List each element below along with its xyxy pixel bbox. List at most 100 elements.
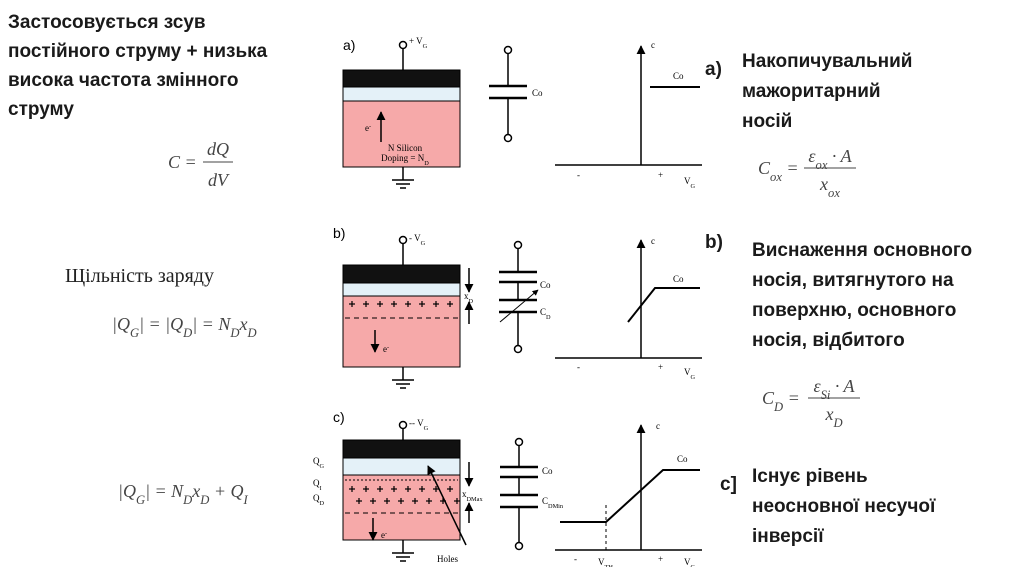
intro-text: Застосовується зсув xyxy=(8,12,206,33)
text-part: ox xyxy=(770,170,782,184)
text-part: - xyxy=(387,344,389,351)
cap-label: Co xyxy=(540,280,551,290)
explanation-label: a) xyxy=(705,59,722,80)
intro-text: висока частота змінного xyxy=(8,70,239,91)
terminal xyxy=(516,439,523,446)
text-part: D xyxy=(832,416,842,430)
text-part: D xyxy=(424,160,429,167)
panel-label: a) xyxy=(343,37,355,53)
text-part: x xyxy=(191,481,200,501)
axis-label: VTH xyxy=(598,557,613,567)
axis-label: c xyxy=(651,236,655,246)
text-part: |Q xyxy=(118,481,136,501)
text-part: |Q xyxy=(112,314,130,334)
text-part: I xyxy=(243,493,249,507)
text-part: x xyxy=(238,314,247,334)
text-part: x xyxy=(824,404,833,424)
text-part: G xyxy=(320,463,325,470)
text-part: - V xyxy=(409,233,421,243)
gate-label: + VG xyxy=(409,36,428,50)
formula: |QG| = NDxD + QI xyxy=(118,481,249,507)
terminal xyxy=(505,47,512,54)
axis-label: VG xyxy=(684,367,696,381)
cap-label: CDMin xyxy=(542,496,564,510)
text-part: | = N xyxy=(145,481,184,501)
formula: CD = xyxy=(762,388,800,414)
text-part: - xyxy=(385,530,387,537)
terminal xyxy=(400,422,407,429)
gate-metal xyxy=(343,440,460,458)
text-part: = xyxy=(783,388,800,408)
explanation-text: поверхню, основного xyxy=(752,300,956,321)
slide: Застосовується зсув постійного струму + н… xyxy=(0,0,1018,567)
explanation-text: інверсії xyxy=(752,526,824,547)
holes-label: Holes xyxy=(437,554,458,564)
text-part: x xyxy=(819,174,828,194)
cv-curve xyxy=(628,288,700,322)
text-part: G xyxy=(421,240,426,247)
explanation-label: c] xyxy=(720,474,737,495)
text-part: DMin xyxy=(548,503,564,510)
explanation-label: b) xyxy=(705,232,723,253)
axis-sign: - xyxy=(577,170,580,180)
terminal xyxy=(400,237,407,244)
formula: dQ xyxy=(207,139,229,159)
formula: Cox = xyxy=(758,158,799,184)
formula: |QG| = |QD| = NDxD xyxy=(112,314,257,340)
text-part: G xyxy=(691,564,696,567)
text-part: D xyxy=(546,314,551,321)
explanation-text: носія, витягнутого на xyxy=(752,270,954,291)
panel-label: b) xyxy=(333,225,345,241)
text-part: · A xyxy=(830,376,855,396)
explanation-text: мажоритарний xyxy=(742,81,881,102)
axis-sign: + xyxy=(658,170,663,180)
text-part: + V xyxy=(409,36,423,46)
charge-label: QI xyxy=(313,478,322,492)
axis-label: VG xyxy=(684,176,696,190)
text-part: G xyxy=(130,326,139,340)
text-part: | = |Q xyxy=(139,314,183,334)
variable-arrow xyxy=(500,290,538,322)
text-part: G xyxy=(691,374,696,381)
axis-sign: + xyxy=(658,362,663,372)
gate-metal xyxy=(343,265,460,283)
formula: xox xyxy=(819,174,840,200)
silicon xyxy=(343,296,460,367)
explanation-text: Існує рівень xyxy=(752,466,868,487)
charge-label: QD xyxy=(313,493,325,507)
gate-metal xyxy=(343,70,460,87)
formula: C = xyxy=(168,152,197,172)
gate-label: -- VG xyxy=(409,418,429,432)
explanation-text: носій xyxy=(742,111,792,132)
cv-curve xyxy=(560,470,700,522)
text-part: - xyxy=(369,123,371,130)
terminal xyxy=(515,346,522,353)
text-part: D xyxy=(773,400,783,414)
terminal xyxy=(516,543,523,550)
text-part: TH xyxy=(605,564,614,567)
text-part: D xyxy=(320,500,325,507)
text-part: G xyxy=(136,493,145,507)
cap-label: CD xyxy=(540,307,551,321)
text-part: | = N xyxy=(192,314,231,334)
explanation-text: Накопичувальний xyxy=(742,51,913,72)
cap-label: Co xyxy=(542,466,553,476)
explanation-text: Виснаження основного xyxy=(752,240,972,261)
text-part: Doping = N xyxy=(381,153,425,163)
page: Застосовується зсув постійного струму + н… xyxy=(0,0,1018,567)
text-part: ox xyxy=(816,158,828,172)
silicon-label: N Silicon xyxy=(388,143,423,153)
depletion-label: xD xyxy=(464,291,474,305)
text-part: D xyxy=(469,298,474,305)
axis-sign: - xyxy=(577,362,580,372)
oxide xyxy=(343,458,460,475)
oxide xyxy=(343,87,460,101)
text-part: = xyxy=(782,158,799,178)
intro-text: постійного струму + низька xyxy=(8,41,268,62)
formula: xD xyxy=(824,404,842,430)
axis-label: c xyxy=(651,40,655,50)
section-label: Щільність заряду xyxy=(65,265,214,287)
text-part: + Q xyxy=(209,481,243,501)
text-part: D xyxy=(229,326,239,340)
axis-sign: - xyxy=(574,554,577,564)
